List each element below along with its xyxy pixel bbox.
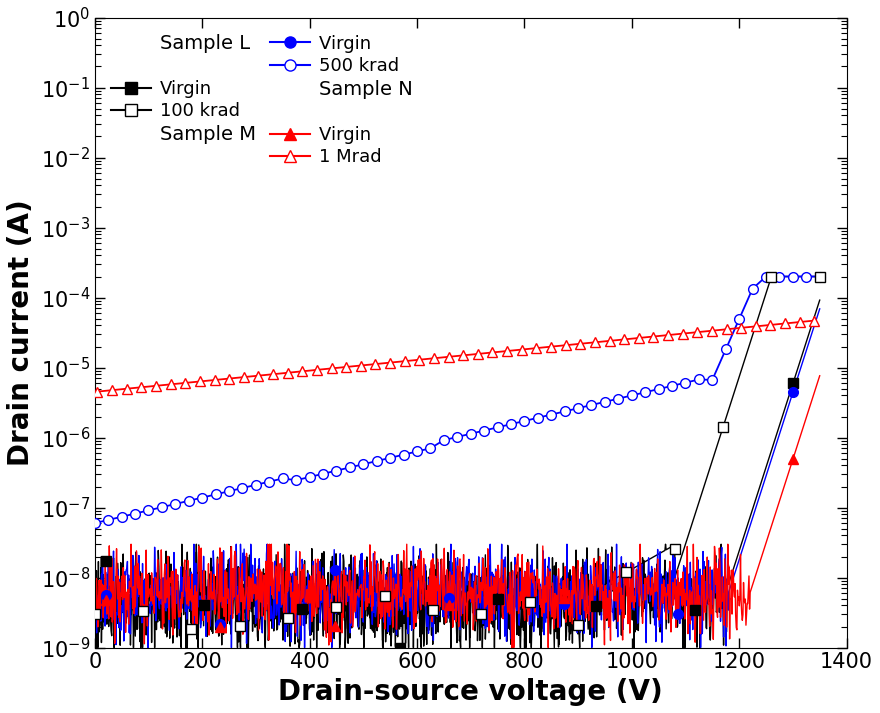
Y-axis label: Drain current (A): Drain current (A) xyxy=(7,199,35,466)
X-axis label: Drain-source voltage (V): Drain-source voltage (V) xyxy=(278,678,663,706)
Legend: Sample L, , Virgin, 100 krad, Sample M, , Virgin , 500 krad, Sample N, , Virgin : Sample L, , Virgin, 100 krad, Sample M, … xyxy=(104,26,420,173)
